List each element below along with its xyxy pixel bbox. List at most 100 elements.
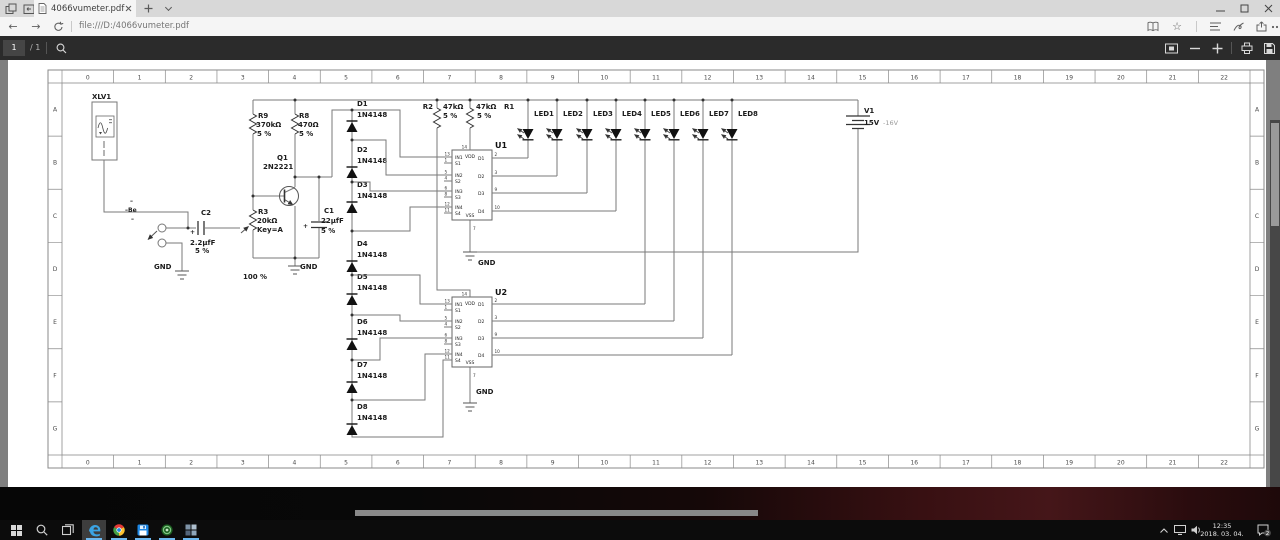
- share-icon[interactable]: [1250, 17, 1272, 36]
- new-tab-button[interactable]: [138, 0, 158, 17]
- ruler-col-label: 14: [807, 460, 815, 467]
- zoom-out-icon[interactable]: [1184, 36, 1206, 60]
- junction-dot: [350, 180, 354, 184]
- svg-text:S2: S2: [455, 325, 461, 331]
- svg-text:R1: R1: [504, 103, 514, 111]
- svg-text:1N4148: 1N4148: [357, 329, 387, 337]
- taskbar-clock[interactable]: 12:35 2018. 03. 04.: [1196, 522, 1248, 538]
- task-view-icon[interactable]: [56, 520, 80, 540]
- address-bar[interactable]: file:///D:/4066vumeter.pdf: [79, 21, 189, 31]
- clock-time: 12:35: [1212, 522, 1232, 530]
- tap-wire: [352, 353, 444, 401]
- taskbar-chrome-icon[interactable]: [107, 520, 131, 540]
- ruler-col-label: 5: [344, 75, 348, 82]
- junction-dot: [293, 256, 297, 260]
- start-button[interactable]: [4, 520, 28, 540]
- ruler-row-label: F: [1255, 372, 1259, 379]
- taskbar-green-app-icon[interactable]: [155, 520, 179, 540]
- svg-text:1N4148: 1N4148: [357, 251, 387, 259]
- svg-text:100 %: 100 %: [243, 273, 267, 281]
- action-center-icon[interactable]: 2: [1254, 520, 1274, 540]
- more-options-icon[interactable]: [1266, 17, 1280, 36]
- pdf-doc-icon: [38, 3, 47, 14]
- ruler-col-label: 8: [499, 75, 503, 82]
- ruler-row-label: F: [53, 372, 57, 379]
- junction-dot: [468, 98, 472, 102]
- set-tabs-aside-icon[interactable]: [4, 2, 17, 15]
- svg-text:D1: D1: [357, 100, 368, 108]
- svg-text:IN4: IN4: [455, 205, 463, 211]
- ruler-row-label: B: [1255, 160, 1259, 167]
- svg-text:8: 8: [445, 339, 448, 344]
- junction-dot: [251, 194, 255, 198]
- r3-wiper-arrow: [240, 226, 249, 234]
- vertical-scrollbar[interactable]: [1270, 120, 1280, 540]
- led-1: LED1: [492, 100, 554, 159]
- tabs-set-aside-icon[interactable]: [22, 2, 35, 15]
- taskbar-edge-icon[interactable]: [82, 520, 106, 540]
- save-icon[interactable]: [1258, 36, 1280, 60]
- tab-close-icon[interactable]: [125, 5, 132, 12]
- pdf-content-area: 0 0 1 1 2 2 3 3 4 4 5 5 6 6 7 7 8 8 9 9 10 10 11 11 12 12 13 13 14 14…: [0, 60, 1280, 540]
- close-button[interactable]: [1256, 0, 1280, 17]
- junction-dot: [555, 98, 559, 102]
- tab-preview-chevron-icon[interactable]: [158, 0, 178, 17]
- volume-icon[interactable]: [1188, 520, 1204, 540]
- ruler-col-label: 19: [1065, 75, 1073, 82]
- junction-dot: [186, 226, 190, 230]
- back-button[interactable]: ←: [8, 20, 18, 33]
- resistor-r9: R9 370kΩ 5 %: [248, 112, 281, 138]
- taskbar-floppy-app-icon[interactable]: [131, 520, 155, 540]
- page-number-input[interactable]: 1: [3, 40, 25, 56]
- svg-text:V1: V1: [864, 107, 874, 115]
- input-probe-arrow: [147, 230, 158, 240]
- svg-text:2: 2: [495, 152, 498, 157]
- favorite-star-icon[interactable]: ☆: [1172, 20, 1182, 33]
- vertical-scrollbar-thumb[interactable]: [1271, 123, 1279, 226]
- tap-wire: [352, 181, 444, 192]
- reading-view-icon[interactable]: [1142, 17, 1164, 36]
- taskbar-search-icon[interactable]: [30, 520, 54, 540]
- junction-dot: [350, 138, 354, 142]
- ruler-col-label: 10: [601, 75, 609, 82]
- network-icon[interactable]: [1172, 520, 1188, 540]
- refresh-icon[interactable]: [47, 17, 69, 36]
- ruler-row-label: E: [53, 319, 57, 326]
- diode-d7: D7 1N4148: [346, 361, 387, 393]
- fit-to-page-icon[interactable]: [1160, 36, 1182, 60]
- forward-button[interactable]: →: [31, 20, 41, 33]
- ruler-col-label: 1: [138, 460, 142, 467]
- junction-dot: [672, 98, 676, 102]
- minimize-button[interactable]: [1208, 0, 1232, 17]
- svg-text:VSS: VSS: [466, 213, 475, 219]
- led-3: LED3: [492, 100, 613, 194]
- svg-text:S1: S1: [455, 161, 461, 167]
- hidden-icons-chevron-icon[interactable]: [1156, 520, 1172, 540]
- print-icon[interactable]: [1236, 36, 1258, 60]
- svg-text:S1: S1: [455, 308, 461, 314]
- svg-text:LED4: LED4: [622, 110, 642, 118]
- ruler-col-label: 20: [1117, 75, 1125, 82]
- maximize-button[interactable]: [1232, 0, 1256, 17]
- battery-v1: V1 15V -16V: [846, 107, 899, 130]
- annotate-pen-icon[interactable]: [1228, 17, 1250, 36]
- svg-text:S3: S3: [455, 195, 461, 201]
- search-icon[interactable]: [50, 36, 72, 60]
- svg-text:5 %: 5 %: [477, 112, 491, 120]
- ruler-col-label: 2: [189, 460, 193, 467]
- svg-text:S4: S4: [455, 211, 461, 217]
- browser-tab[interactable]: 4066vumeter.pdf: [34, 0, 136, 17]
- ruler-col-label: 15: [859, 75, 867, 82]
- svg-text:5 %: 5 %: [257, 130, 271, 138]
- hub-icon[interactable]: [1204, 17, 1226, 36]
- svg-text:D4: D4: [478, 353, 484, 359]
- horizontal-scrollbar-thumb[interactable]: [355, 510, 758, 516]
- svg-text:2N2221: 2N2221: [263, 163, 293, 171]
- diode-d8: D8 1N4148: [346, 403, 387, 435]
- svg-text:S4: S4: [455, 358, 461, 364]
- svg-text:LED1: LED1: [534, 110, 554, 118]
- ruler-row-label: B: [53, 160, 57, 167]
- zoom-in-icon[interactable]: [1206, 36, 1228, 60]
- svg-text:2.2µfF: 2.2µfF: [190, 239, 216, 247]
- taskbar-tiles-app-icon[interactable]: [179, 520, 203, 540]
